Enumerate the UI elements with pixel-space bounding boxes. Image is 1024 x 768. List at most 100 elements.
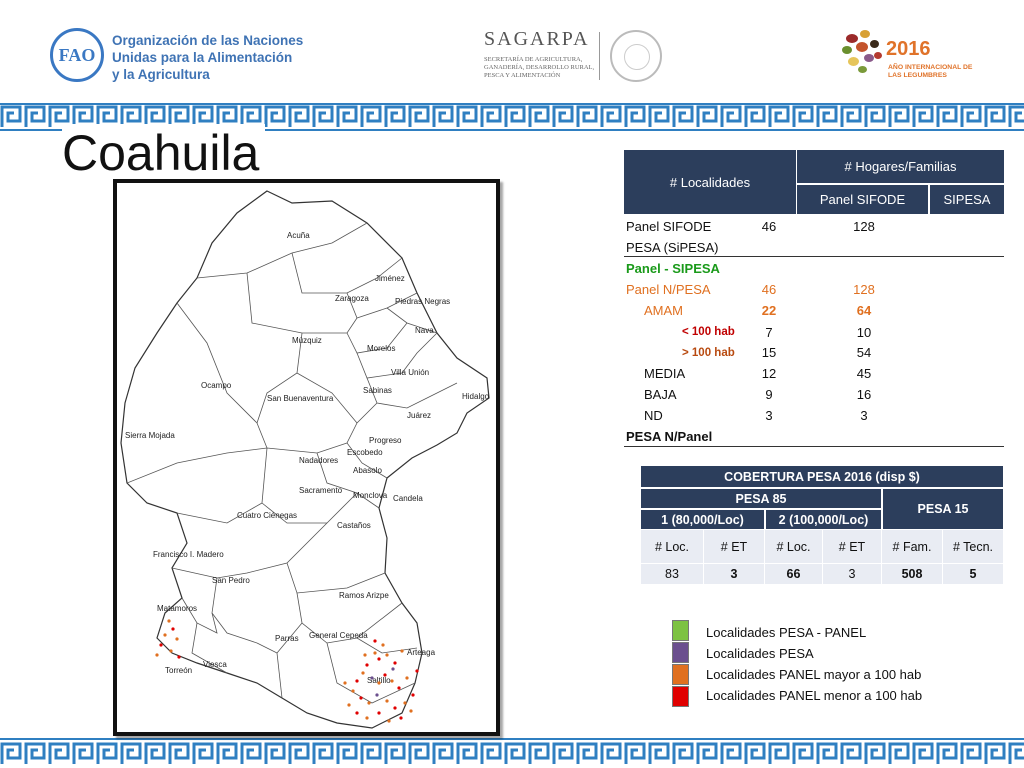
row-label: Panel SIFODE (626, 219, 712, 234)
map-label-francisco-madero: Francisco I. Madero (153, 550, 224, 559)
map-label-matamoros: Matamoros (157, 604, 197, 613)
legend-label: Localidades PANEL menor a 100 hab (706, 688, 923, 703)
col-header: # Loc. (641, 530, 703, 563)
slide-title: Coahuila (62, 124, 266, 182)
logo-divider (599, 32, 600, 80)
locality-dot (355, 711, 359, 715)
map-label-zaragoza: Zaragoza (335, 294, 369, 303)
legend-label: Localidades PESA (706, 646, 814, 661)
map-label-san-pedro: San Pedro (212, 576, 250, 585)
map-label-hidalgo: Hidalgo (462, 392, 490, 401)
row-hogares: 64 (856, 303, 872, 318)
head-sipesa: SIPESA (929, 184, 1004, 214)
locality-dot (359, 696, 363, 700)
locality-dot (393, 661, 397, 665)
bean-icon (860, 30, 870, 38)
map-label-progreso: Progreso (369, 436, 402, 445)
fao-emblem-text: FAO (58, 45, 96, 65)
map-label-sacramento: Sacramento (299, 486, 343, 495)
row-localidades: 46 (761, 282, 777, 297)
legumes-year-logo: 2016 Año internacional de las legumbres (838, 26, 978, 88)
sagarpa-logo: SAGARPA Secretaría de Agricultura, Ganad… (482, 28, 672, 88)
fao-line: Unidas para la Alimentación (112, 50, 293, 65)
locality-dots (155, 619, 419, 723)
map-label-jimenez: Jiménez (375, 274, 405, 283)
row-hogares: 54 (856, 345, 872, 360)
row-localidades: 15 (761, 345, 777, 360)
pesa85-header: PESA 85 (641, 488, 881, 508)
legend-label: Localidades PANEL mayor a 100 hab (706, 667, 922, 682)
legend-label: Localidades PESA - PANEL (706, 625, 867, 640)
table-row: MEDIA 12 45 (624, 363, 1004, 384)
table-row: > 100 hab 15 54 (624, 342, 1004, 363)
row-divider (624, 256, 1004, 257)
locality-dot (411, 693, 415, 697)
row-localidades: 22 (761, 303, 777, 318)
row-label: AMAM (644, 303, 683, 318)
locality-dot (365, 663, 369, 667)
map-label-arteaga: Arteaga (407, 648, 436, 657)
table-row: AMAM 22 64 (624, 300, 1004, 321)
map-label-abasolo: Abasolo (353, 466, 382, 475)
locality-dot (177, 655, 181, 659)
map-label-juarez: Juárez (407, 411, 431, 420)
bean-icon (842, 46, 852, 54)
locality-dot (403, 701, 407, 705)
locality-dot (159, 643, 163, 647)
locality-dot (377, 711, 381, 715)
locality-dot (387, 719, 391, 723)
locality-dot (351, 689, 355, 693)
map-label-saltillo: Saltillo (367, 676, 391, 685)
value-cell: 5 (943, 564, 1003, 584)
locality-dot (347, 703, 351, 707)
locality-dot (361, 671, 365, 675)
locality-dot (373, 639, 377, 643)
map-label-san-buenaventura: San Buenaventura (267, 394, 334, 403)
group2-header: 2 (100,000/Loc) (765, 509, 881, 529)
locality-dot (383, 673, 387, 677)
bean-icon (870, 40, 879, 48)
row-hogares: 128 (853, 219, 875, 234)
bean-icon (856, 42, 868, 52)
head-localidades: # Localidades (624, 150, 796, 214)
row-label: > 100 hab (682, 347, 735, 359)
row-label: PESA (SiPESA) (626, 240, 719, 255)
locality-dot (385, 653, 389, 657)
locality-dot (175, 637, 179, 641)
table-row: < 100 hab 7 10 (624, 322, 1004, 343)
locality-dot (363, 653, 367, 657)
locality-dot (397, 686, 401, 690)
locality-dot (343, 681, 347, 685)
table-row: PESA (SiPESA) (624, 237, 1004, 258)
legend-swatch-pesa (672, 642, 689, 663)
row-label: ND (644, 408, 663, 423)
locality-dot (377, 657, 381, 661)
value-cell: 3 (704, 564, 764, 584)
row-divider (624, 446, 1004, 447)
legend-swatch-panel-menor (672, 686, 689, 707)
bean-icon (858, 66, 867, 73)
group1-header: 1 (80,000/Loc) (641, 509, 764, 529)
map-legend: Localidades PESA - PANEL Localidades PES… (672, 620, 972, 710)
locality-dot (355, 679, 359, 683)
head-hogares: # Hogares/Familias (796, 150, 1004, 183)
fao-logo: FAO Organización de las Naciones Unidas … (50, 28, 350, 86)
bean-icon (846, 34, 858, 43)
table-row: Panel SIFODE 46 128 (624, 216, 1004, 237)
map-label-villa-union: Villa Unión (391, 368, 429, 377)
table-row: Panel N/PESA 46 128 (624, 279, 1004, 300)
coahuila-map: Acuña Jiménez Zaragoza Piedras Negras Na… (113, 179, 500, 736)
fao-line: y la Agricultura (112, 67, 210, 82)
locality-dot (163, 633, 167, 637)
col-header: # Fam. (882, 530, 942, 563)
map-label-piedras-negras: Piedras Negras (395, 297, 450, 306)
map-label-torreon: Torreón (165, 666, 192, 675)
row-localidades: 7 (765, 325, 773, 340)
row-hogares: 16 (856, 387, 872, 402)
row-localidades: 46 (761, 219, 777, 234)
map-label-nava: Nava (415, 326, 434, 335)
locality-dot (155, 653, 159, 657)
locality-dot (405, 676, 409, 680)
row-localidades: 12 (761, 366, 777, 381)
locality-dot (409, 709, 413, 713)
